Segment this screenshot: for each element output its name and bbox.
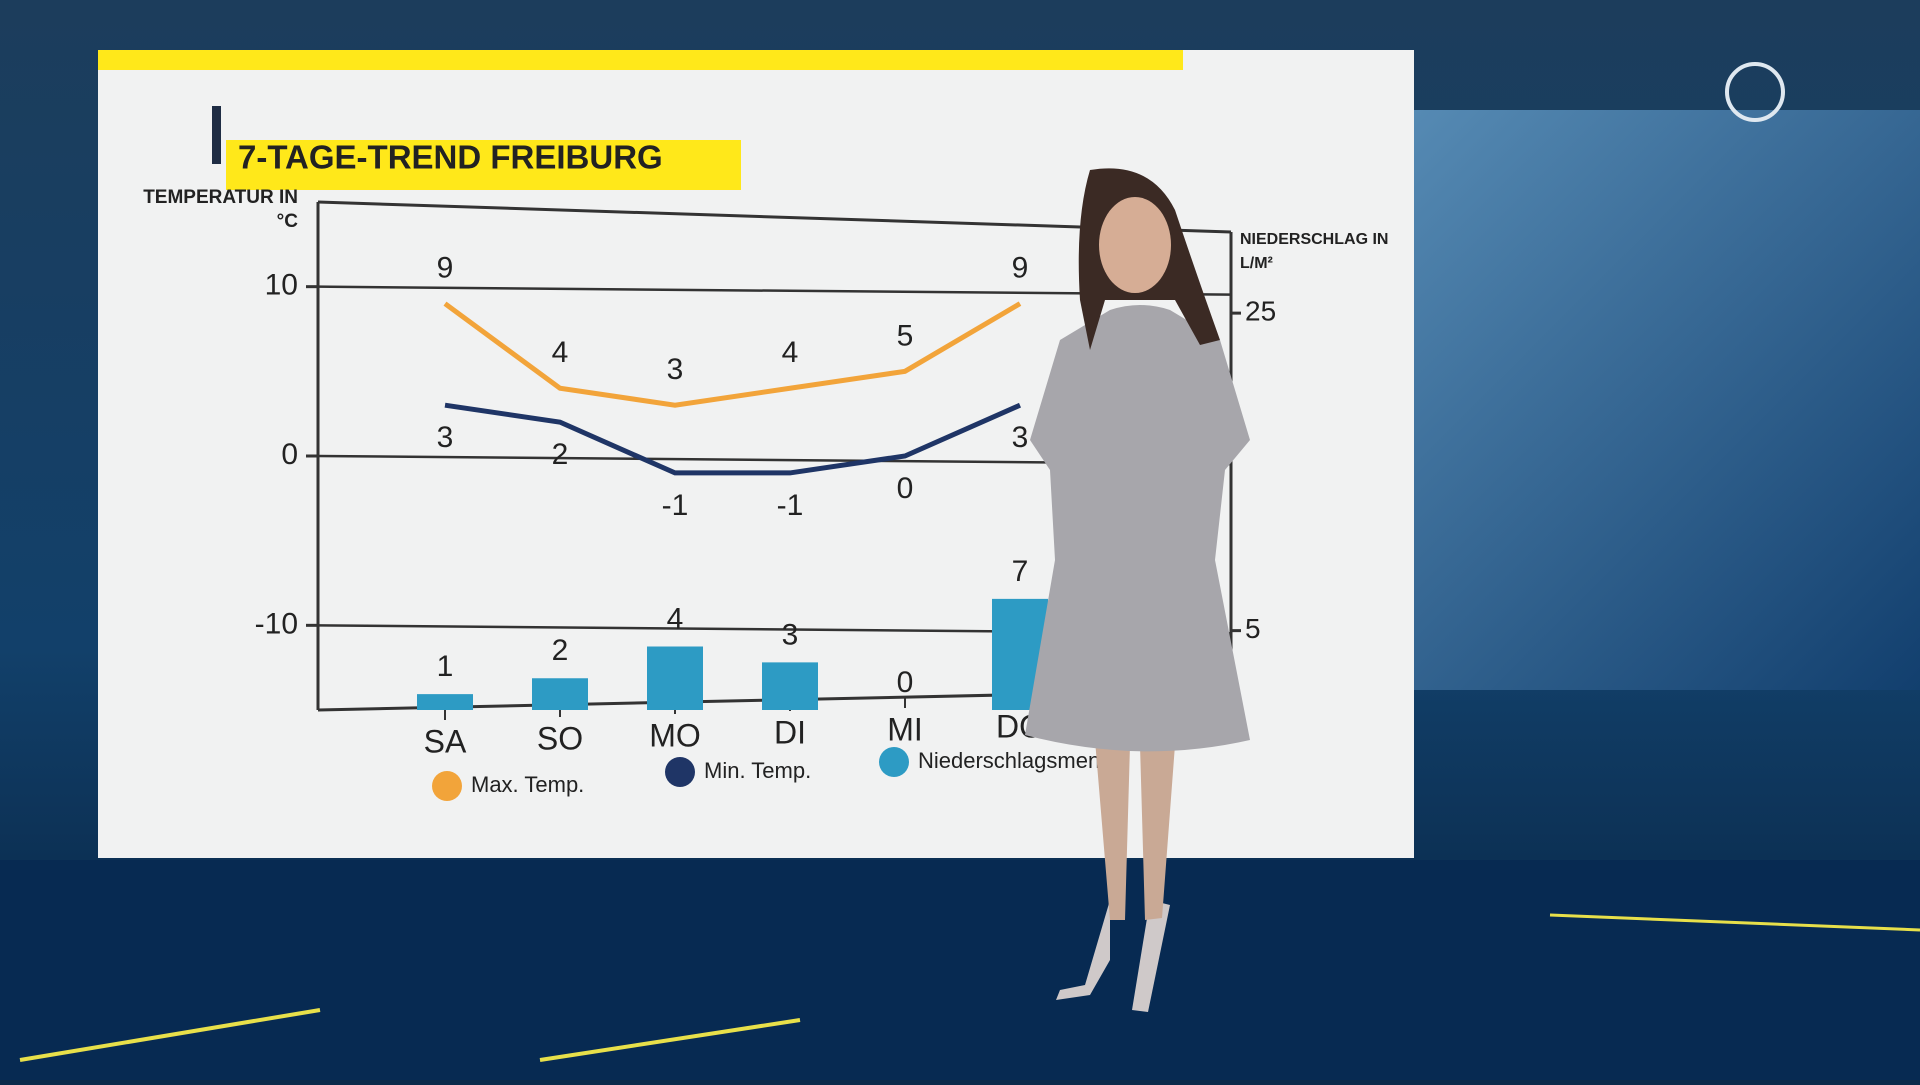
precipitation-bar [532, 678, 588, 710]
legend-swatch [879, 747, 909, 777]
data-label: -1 [777, 489, 804, 522]
presenter-legs [1095, 740, 1175, 920]
legend-label: Niederschlagsmenge [918, 748, 1125, 773]
data-label: -1 [662, 489, 689, 522]
floor-light [19, 1008, 321, 1062]
precipitation-bar [762, 662, 818, 710]
data-label: 4 [782, 336, 799, 369]
data-label: 4 [667, 602, 684, 635]
legend-label: Max. Temp. [471, 772, 584, 797]
legend-swatch [665, 757, 695, 787]
temperature-line [443, 301, 1022, 408]
precipitation-bar [417, 694, 473, 710]
data-label: 9 [1012, 252, 1029, 285]
data-label: 1 [437, 650, 454, 683]
title-box [226, 140, 741, 190]
presenter-dress [1025, 305, 1250, 752]
precipitation-bar [647, 646, 703, 710]
panel-band-mask [98, 70, 1183, 140]
presenter-face [1099, 197, 1171, 293]
x-tick-label: SO [537, 720, 583, 756]
data-label: 9 [437, 252, 454, 285]
legend-label: Min. Temp. [704, 758, 811, 783]
data-label: 3 [1012, 421, 1029, 454]
floor-light [539, 1018, 801, 1062]
data-label: 5 [897, 319, 914, 352]
data-label: 2 [552, 634, 569, 667]
x-tick-label: MO [649, 717, 701, 753]
data-label: 3 [782, 618, 799, 651]
presenter-shoe [1132, 900, 1170, 1012]
studio-wall [1340, 110, 1920, 690]
data-label: 2 [552, 438, 569, 471]
grid-line [317, 285, 1232, 296]
temperature-line [444, 402, 1022, 476]
x-tick-label: SA [424, 723, 467, 759]
legend-swatch [432, 771, 462, 801]
x-tick-label: MI [887, 711, 923, 747]
title-marker [212, 106, 221, 164]
y-axis-title: TEMPERATUR IN °C [143, 187, 298, 232]
y2-tick-label: 25 [1245, 296, 1276, 327]
floor-light [1549, 913, 1920, 932]
chart-title: 7-TAGE-TREND FREIBURG [238, 139, 663, 176]
channel-logo [1725, 62, 1785, 122]
top-frame [317, 200, 1232, 234]
data-label: 0 [897, 472, 914, 505]
y-tick-label: 10 [265, 269, 298, 302]
studio-floor [0, 860, 1920, 1080]
data-label: 4 [552, 336, 569, 369]
x-tick-label: DI [774, 714, 806, 750]
y2-tick-label: 5 [1245, 613, 1261, 644]
y2-axis-title: NIEDERSCHLAG IN L/M² [1240, 231, 1389, 272]
data-label: 7 [1012, 555, 1029, 588]
y-tick-label: 0 [281, 438, 298, 471]
presenter-shoe [1056, 900, 1110, 1000]
data-label: 0 [897, 666, 914, 699]
data-label: 3 [437, 421, 454, 454]
data-label: 3 [667, 353, 684, 386]
y-tick-label: -10 [255, 607, 298, 640]
presenter [1025, 168, 1250, 1012]
